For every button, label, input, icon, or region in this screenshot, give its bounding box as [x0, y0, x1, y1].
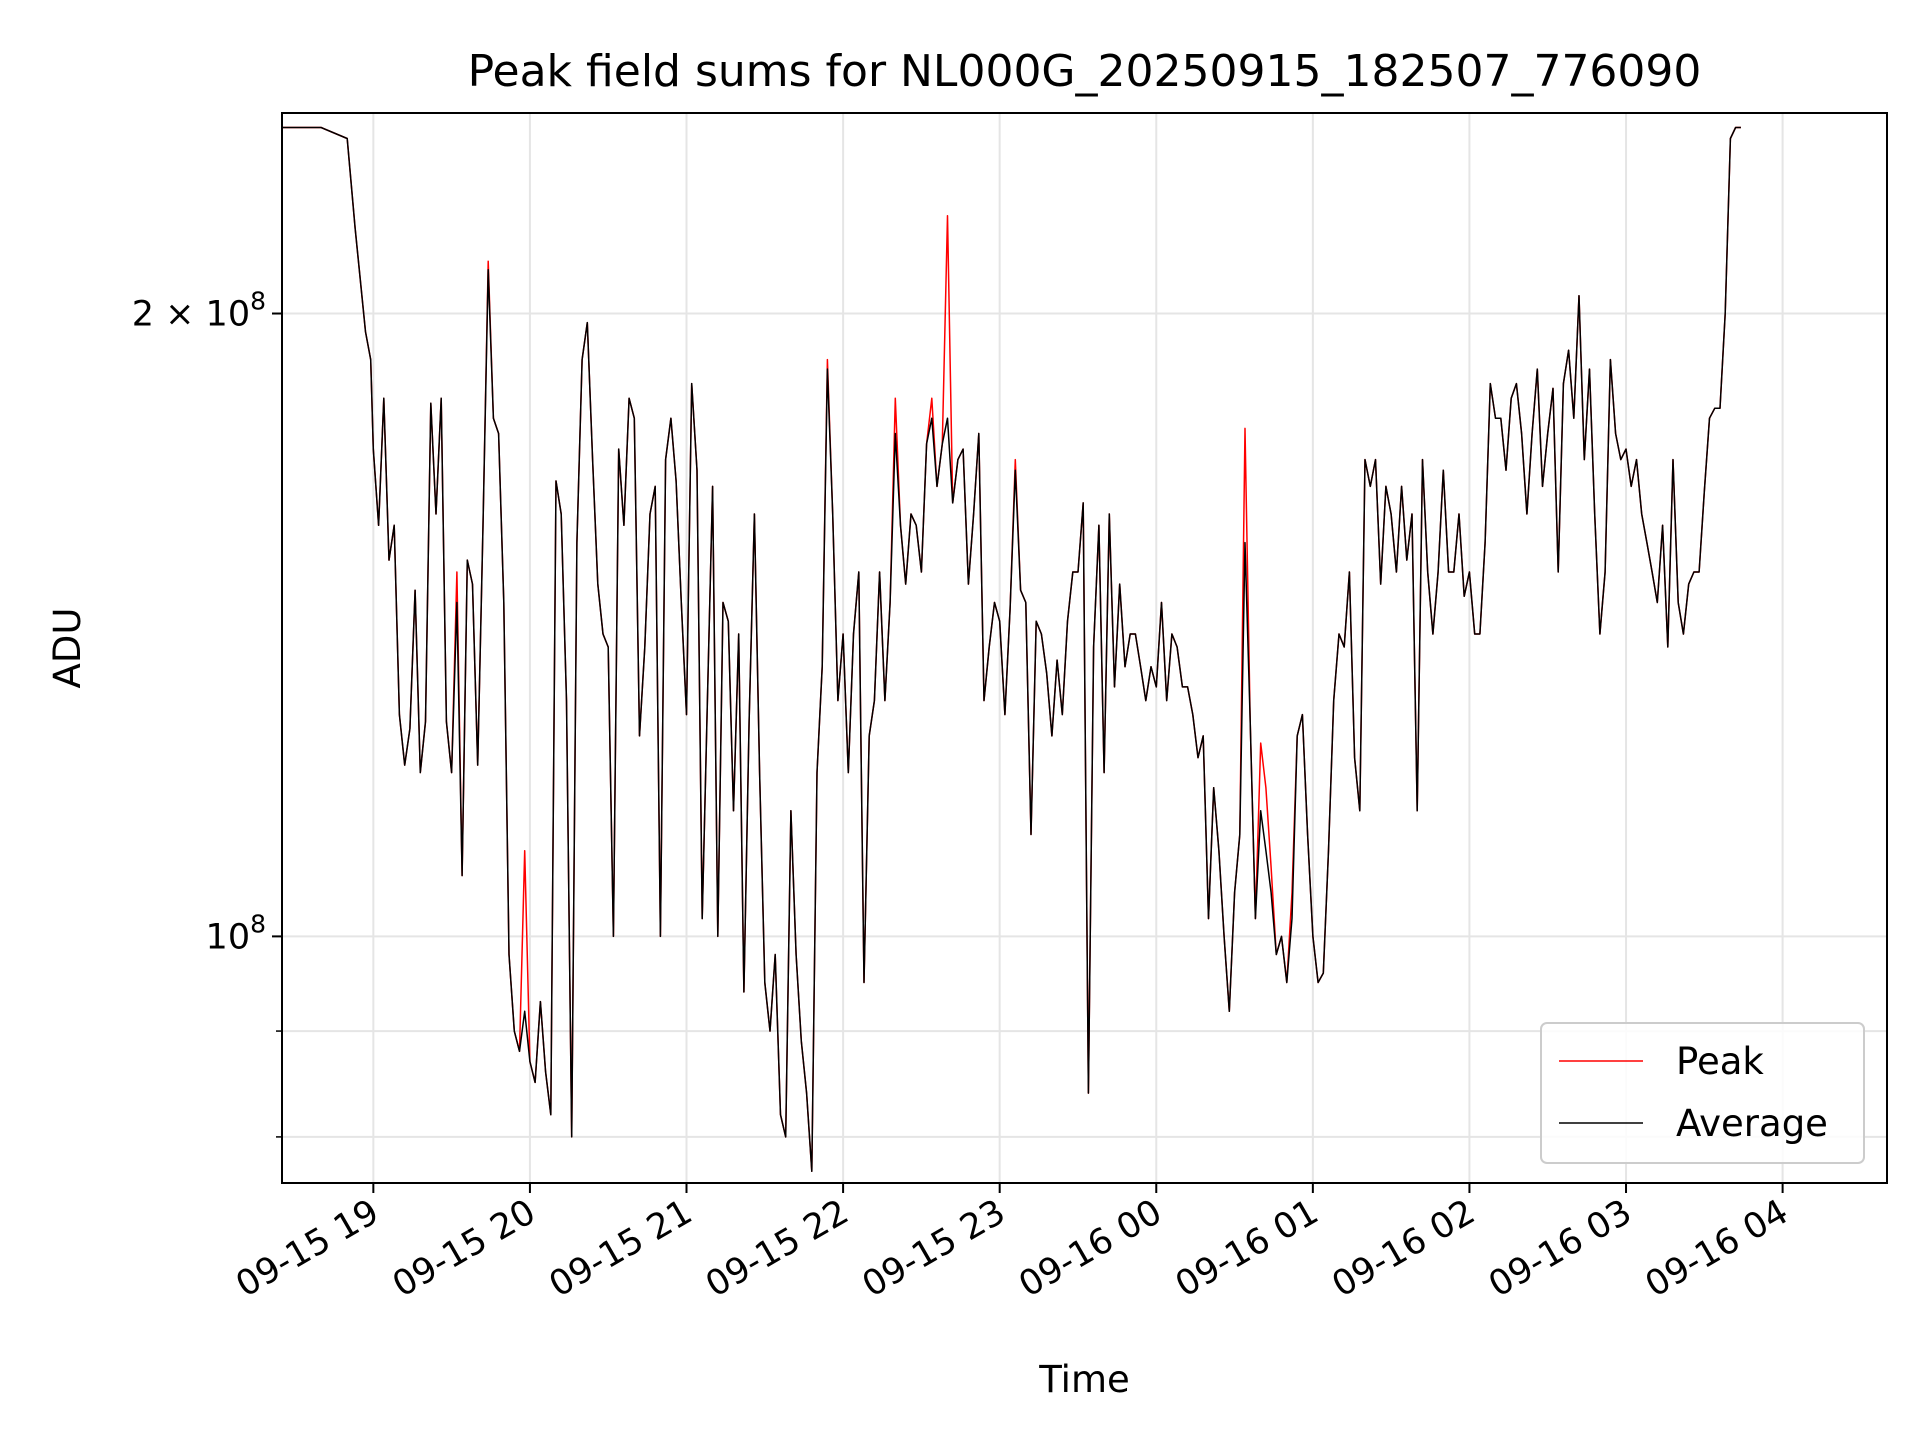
legend-label-average: Average: [1676, 1102, 1828, 1145]
y-tick-exponent: 8: [250, 909, 266, 938]
y-tick-base: 10: [206, 917, 251, 957]
y-tick-label: 2 × 108: [132, 287, 266, 335]
legend-label-peak: Peak: [1676, 1040, 1764, 1083]
x-axis-label: Time: [1038, 1358, 1130, 1401]
legend: Peak Average: [1540, 1022, 1865, 1164]
y-axis-label: ADU: [46, 608, 89, 689]
y-tick-label: 108: [206, 909, 266, 957]
y-tick-base: 2 × 10: [132, 295, 250, 335]
plot-frame: [281, 112, 1888, 1184]
grid: [282, 113, 1887, 1183]
y-tick-exponent: 8: [250, 287, 266, 316]
series-lines: [282, 126, 1741, 1173]
legend-box: [1540, 1022, 1865, 1164]
series-line-average: [282, 126, 1741, 1173]
chart-title: Peak field sums for NL000G_20250915_1825…: [468, 46, 1702, 97]
